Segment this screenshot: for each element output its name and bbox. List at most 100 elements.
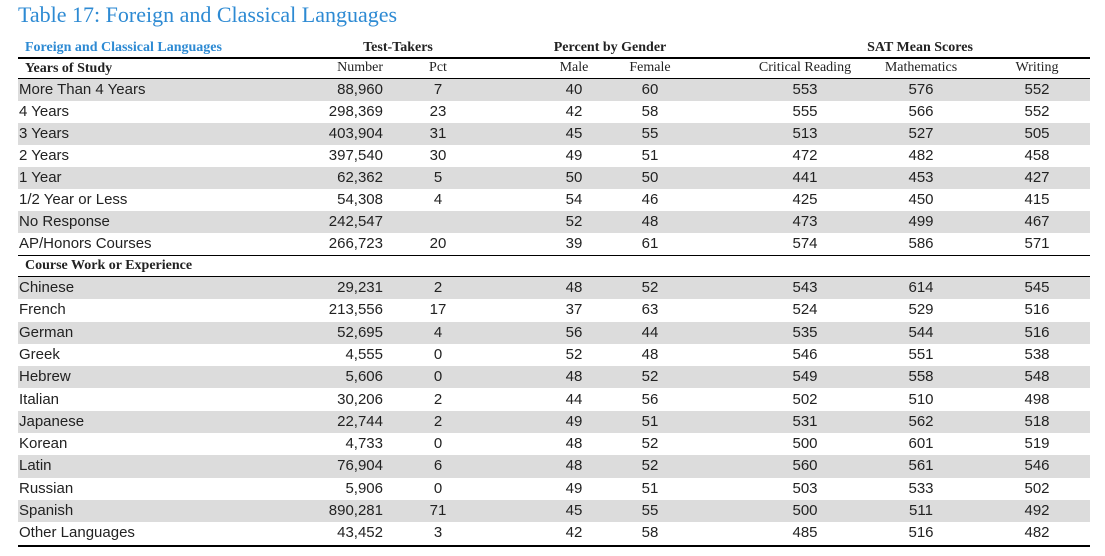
row-label: Korean [19,435,68,453]
row-label: Other Languages [19,524,135,542]
cell: 50 [641,169,659,186]
row-shade [18,79,1090,101]
cell: 52 [565,345,583,363]
cell: 524 [792,301,818,319]
cell: 516 [1024,301,1050,319]
column-header: Mathematics [884,60,958,75]
cell: 546 [792,345,818,363]
row-label: Latin [19,457,52,475]
row-shade [18,321,1090,344]
cell: 48 [565,279,583,296]
cell: 450 [908,191,934,208]
cell: 29,231 [337,279,383,296]
cell: 397,540 [328,147,383,164]
cell: 571 [1024,235,1050,252]
row-label: 1/2 Year or Less [19,191,128,208]
cell: 2 [433,390,443,408]
cell: 3 [433,524,443,542]
cell: 40 [565,81,583,98]
row-label: Italian [19,390,60,408]
cell: 50 [565,169,583,186]
row-label: Hebrew [19,368,71,386]
cell: 62,362 [337,169,383,186]
cell: 51 [641,147,659,164]
row-label: Japanese [19,412,85,430]
cell: 54,308 [337,191,383,208]
row-label: 3 Years [19,125,70,142]
cell: 49 [565,479,583,497]
cell: 546 [1024,457,1050,475]
rule [18,276,1090,277]
cell: 17 [429,301,447,319]
cell: 576 [908,81,934,98]
cell: 427 [1024,169,1050,186]
row-label: Russian [19,479,74,497]
cell: 614 [908,279,934,296]
cell: 4,733 [345,435,383,453]
cell: 485 [792,524,818,542]
cell: 52 [641,279,659,296]
cell: 49 [565,412,583,430]
cell: 4 [433,191,443,208]
row-shade [18,410,1090,434]
cell: 51 [641,479,659,497]
cell: 5,606 [345,368,383,386]
column-header: Male [559,60,589,75]
cell: 560 [792,457,818,475]
column-header: Critical Reading [758,60,852,75]
cell: 544 [908,323,934,341]
cell: 890,281 [328,502,383,519]
cell: 473 [792,213,818,230]
cell: 44 [565,390,583,408]
cell: 5,906 [345,479,383,497]
cell: 516 [908,524,934,542]
cell: 49 [565,147,583,164]
cell: 242,547 [328,213,383,230]
group-label: Foreign and Classical Languages [25,40,222,55]
cell: 548 [1024,368,1050,386]
cell: 502 [792,390,818,408]
cell: 213,556 [328,301,383,319]
cell: 0 [433,435,443,453]
cell: 482 [908,147,934,164]
cell: 482 [1024,524,1050,542]
row-label: French [19,301,66,319]
cell: 23 [429,103,447,120]
cell: 492 [1024,502,1050,519]
cell: 562 [908,412,934,430]
cell: 453 [908,169,934,186]
cell: 467 [1024,213,1050,230]
cell: 511 [909,502,933,519]
cell: 543 [792,279,818,296]
cell: 88,960 [337,81,383,98]
cell: 498 [1024,390,1050,408]
cell: 52,695 [337,323,383,341]
cell: 574 [792,235,818,252]
section-label: Course Work or Experience [25,258,193,273]
cell: 566 [908,103,934,120]
cell: 54 [565,191,583,208]
cell: 48 [641,213,659,230]
cell: 4 [433,323,443,341]
cell: 52 [641,368,659,386]
cell: 20 [429,235,447,252]
cell: 499 [908,213,934,230]
cell: 76,904 [337,457,383,475]
cell: 58 [641,103,659,120]
cell: 527 [908,125,934,142]
cell: 48 [641,345,659,363]
cell: 425 [792,191,818,208]
cell: 2 [433,412,443,430]
cell: 0 [433,368,443,386]
row-label: More Than 4 Years [19,81,146,98]
cell: 601 [908,435,934,453]
cell: 37 [565,301,583,319]
cell: 46 [641,191,659,208]
cell: 61 [641,235,659,252]
section-label: Years of Study [25,61,113,76]
column-header: Pct [429,60,447,75]
cell: 519 [1024,435,1050,453]
cell: 48 [565,435,583,453]
group-header: Test-Takers [363,40,433,55]
cell: 531 [792,412,818,430]
